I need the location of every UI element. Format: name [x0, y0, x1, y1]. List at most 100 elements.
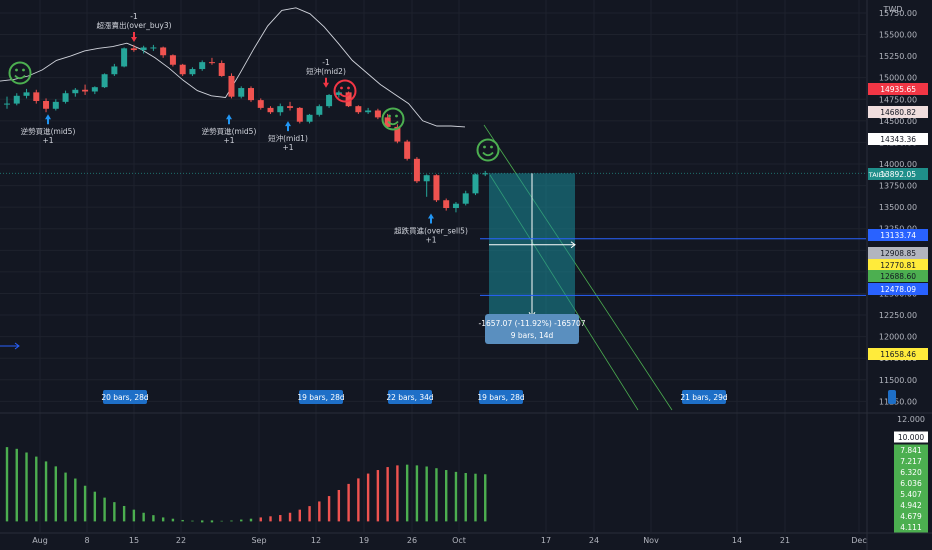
candle: [443, 198, 450, 211]
oscillator-bar: [454, 471, 458, 522]
price-badge-value: 12908.85: [880, 249, 916, 258]
candle-body: [452, 203, 459, 209]
oscillator-bar: [25, 452, 28, 522]
candle-body: [238, 88, 245, 97]
candle: [72, 88, 79, 97]
candle: [326, 94, 333, 108]
oscillator-bar: [327, 496, 331, 522]
osc-badge-value: 4.111: [900, 523, 922, 532]
price-badge-value: 12688.60: [880, 272, 916, 281]
candle-body: [101, 74, 108, 88]
x-tick-label: 14: [732, 536, 742, 545]
signal-label: 超跌買進(over_sell5): [394, 225, 468, 235]
oscillator-bar: [415, 465, 419, 522]
candle: [306, 113, 313, 124]
smiley-red-icon: [333, 79, 357, 103]
osc-badge-value: 5.407: [900, 490, 922, 499]
osc-badge: [894, 466, 928, 478]
oscillator-bar: [230, 520, 233, 522]
smiley-eye-right: [22, 68, 25, 72]
oscillator-bar: [15, 448, 18, 522]
oscillator-bar: [425, 466, 428, 522]
candle: [374, 108, 381, 120]
left-arrow-head: [14, 342, 20, 350]
oscillator-bar: [201, 520, 204, 523]
candle-body: [433, 175, 440, 201]
oscillator-bar: [181, 519, 184, 522]
candle: [277, 103, 284, 116]
smiley-eye-left: [340, 86, 343, 90]
osc-badge-value: 4.679: [900, 512, 922, 521]
price-badge: [868, 106, 928, 118]
candle: [121, 47, 128, 68]
candle: [111, 63, 118, 76]
oscillator-bar: [220, 520, 223, 522]
oscillator-bar: [161, 517, 165, 522]
candle-body: [208, 62, 215, 64]
candle: [423, 174, 430, 197]
oscillator-bar: [484, 474, 487, 522]
candle: [248, 86, 254, 102]
candle: [267, 106, 274, 114]
candle: [218, 60, 225, 77]
x-tick-label: Nov: [643, 536, 659, 545]
candle: [199, 60, 206, 71]
oscillator-bar: [464, 473, 467, 522]
oscillator-bar: [396, 465, 399, 522]
candle-body: [267, 107, 274, 113]
osc-badge: [894, 499, 928, 511]
candle-body: [4, 103, 10, 105]
candle: [433, 174, 440, 202]
smiley-outline: [476, 138, 500, 162]
price-badge-value: 14343.36: [880, 135, 916, 144]
candle-body: [413, 158, 420, 182]
buy-arrow-icon: [428, 213, 434, 224]
oscillator-bar: [152, 515, 155, 522]
oscillator-bar: [171, 518, 175, 522]
candle-body: [82, 89, 89, 92]
measure-label-box: [485, 314, 579, 344]
oscillator-bar: [435, 468, 438, 522]
candle: [160, 46, 167, 58]
buy-arrow-icon: [45, 114, 51, 125]
osc-badge: [894, 444, 928, 456]
candle: [365, 107, 372, 114]
bar-count-label: 19 bars, 28d: [477, 393, 525, 402]
price-tick-label: 14750.00: [879, 95, 917, 104]
bar-count-box: [103, 390, 147, 404]
oscillator-bar: [240, 519, 243, 522]
osc-badge-value: 7.217: [900, 457, 922, 466]
oscillator-bar: [386, 467, 389, 522]
price-tick-label: 15250.00: [879, 52, 917, 61]
candle-body: [228, 75, 235, 97]
candle-body: [365, 110, 372, 113]
osc-badge: [894, 455, 928, 467]
smiley-mouth: [482, 151, 494, 157]
price-badge: [868, 348, 928, 360]
oscillator-bar: [142, 512, 145, 522]
price-tick-label: 14500.00: [879, 117, 917, 126]
smiley-green-icon: [381, 107, 405, 131]
signal-sub: +1: [223, 136, 234, 145]
candle-body: [111, 66, 118, 75]
osc-badge-value: 7.841: [900, 446, 922, 455]
candle: [413, 157, 420, 183]
signal-sub: -1: [322, 58, 330, 67]
oscillator-bar: [5, 447, 9, 522]
candle-body: [140, 47, 147, 51]
candle-body: [482, 173, 489, 175]
measure-label-line2: 9 bars, 14d: [511, 331, 554, 340]
candle: [150, 44, 157, 51]
price-badge-value: 12770.81: [880, 261, 916, 270]
candle: [179, 63, 186, 76]
candle-body: [306, 114, 313, 122]
price-badge: [868, 259, 928, 271]
buy-arrow-icon: [285, 121, 291, 132]
x-tick-label: Dec: [851, 536, 866, 545]
bar-count-label: 19 bars, 28d: [297, 393, 345, 402]
bar-count-label: 21 bars, 29d: [680, 393, 728, 402]
oscillator-bar: [474, 473, 477, 522]
oscillator-bar: [259, 517, 262, 522]
candle: [482, 170, 489, 177]
